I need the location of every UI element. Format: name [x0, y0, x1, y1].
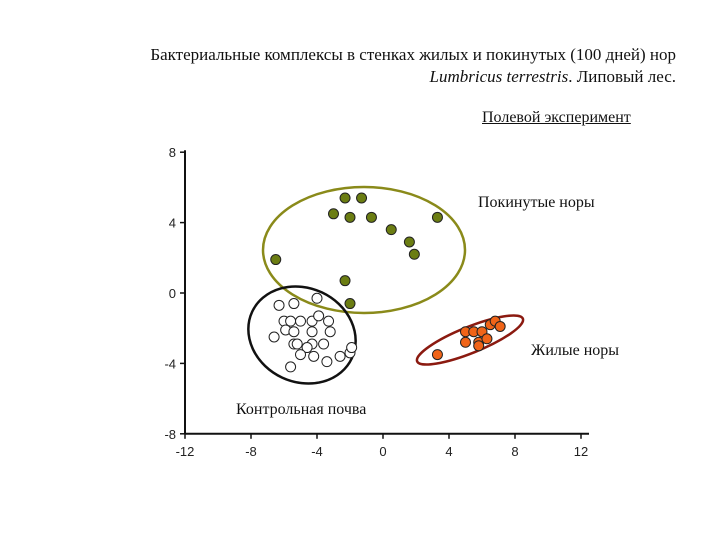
- chart-title: Бактериальные комплексы в стенках жилых …: [150, 44, 676, 88]
- data-point: [344, 298, 356, 310]
- data-point: [308, 350, 320, 362]
- x-tick-label: 8: [511, 444, 518, 459]
- data-point: [285, 361, 297, 373]
- data-point: [295, 315, 306, 327]
- y-tick-label: 4: [169, 216, 176, 231]
- cluster-ellipse: [247, 285, 357, 385]
- site-name: . Липовый лес.: [568, 67, 676, 86]
- data-point: [324, 326, 336, 338]
- data-point: [403, 236, 415, 248]
- data-point: [481, 333, 493, 345]
- data-point: [344, 211, 356, 223]
- y-tick-label: 0: [169, 286, 176, 301]
- x-tick-label: -12: [176, 444, 195, 459]
- data-point: [318, 338, 330, 350]
- y-tick-label: -8: [164, 427, 176, 442]
- x-tick-label: 12: [574, 444, 588, 459]
- cluster-ellipse: [261, 185, 467, 315]
- data-point: [408, 248, 420, 260]
- data-point: [313, 310, 325, 322]
- data-point: [301, 342, 313, 354]
- data-point: [306, 326, 318, 338]
- data-point: [339, 275, 351, 287]
- data-point: [473, 340, 485, 352]
- data-point: [431, 349, 443, 361]
- data-point: [321, 356, 333, 368]
- x-tick-label: -4: [311, 444, 323, 459]
- species-name: Lumbricus terrestris: [429, 67, 569, 86]
- x-tick-label: -8: [245, 444, 257, 459]
- cluster-labels: Покинутые норы Жилые норы Контрольная почв…: [236, 194, 619, 418]
- x-tick-label: 0: [379, 444, 386, 459]
- x-tick-label: 4: [445, 444, 452, 459]
- data-point: [288, 298, 300, 310]
- y-tick-label: -4: [164, 356, 176, 371]
- cluster-label: Контрольная почва: [236, 401, 366, 418]
- data-point: [346, 342, 358, 354]
- data-point: [323, 315, 335, 327]
- data-point: [273, 299, 285, 311]
- data-point: [365, 211, 377, 223]
- data-point: [291, 338, 303, 350]
- data-point: [268, 331, 280, 343]
- data-point: [431, 211, 443, 223]
- data-point: [334, 350, 346, 362]
- data-point: [328, 208, 339, 220]
- data-point: [311, 292, 323, 304]
- data-point: [460, 336, 471, 348]
- data-point: [356, 192, 368, 204]
- data-point: [385, 224, 397, 236]
- chart-title-line-2: Lumbricus terrestris. Липовый лес.: [150, 66, 676, 88]
- cluster-label: Покинутые норы: [478, 194, 595, 211]
- data-point: [295, 349, 306, 361]
- cluster-ellipses: [247, 185, 525, 385]
- data-points: [268, 192, 506, 373]
- y-tick-label: 8: [169, 145, 176, 160]
- data-point: [339, 192, 351, 204]
- data-point: [270, 254, 282, 266]
- chart-title-line-1: Бактериальные комплексы в стенках жилых …: [150, 45, 676, 64]
- data-point: [494, 320, 506, 332]
- cluster-label: Жилые норы: [531, 342, 619, 359]
- chart-subtitle: Полевой эксперимент: [482, 109, 631, 126]
- data-point: [288, 326, 300, 338]
